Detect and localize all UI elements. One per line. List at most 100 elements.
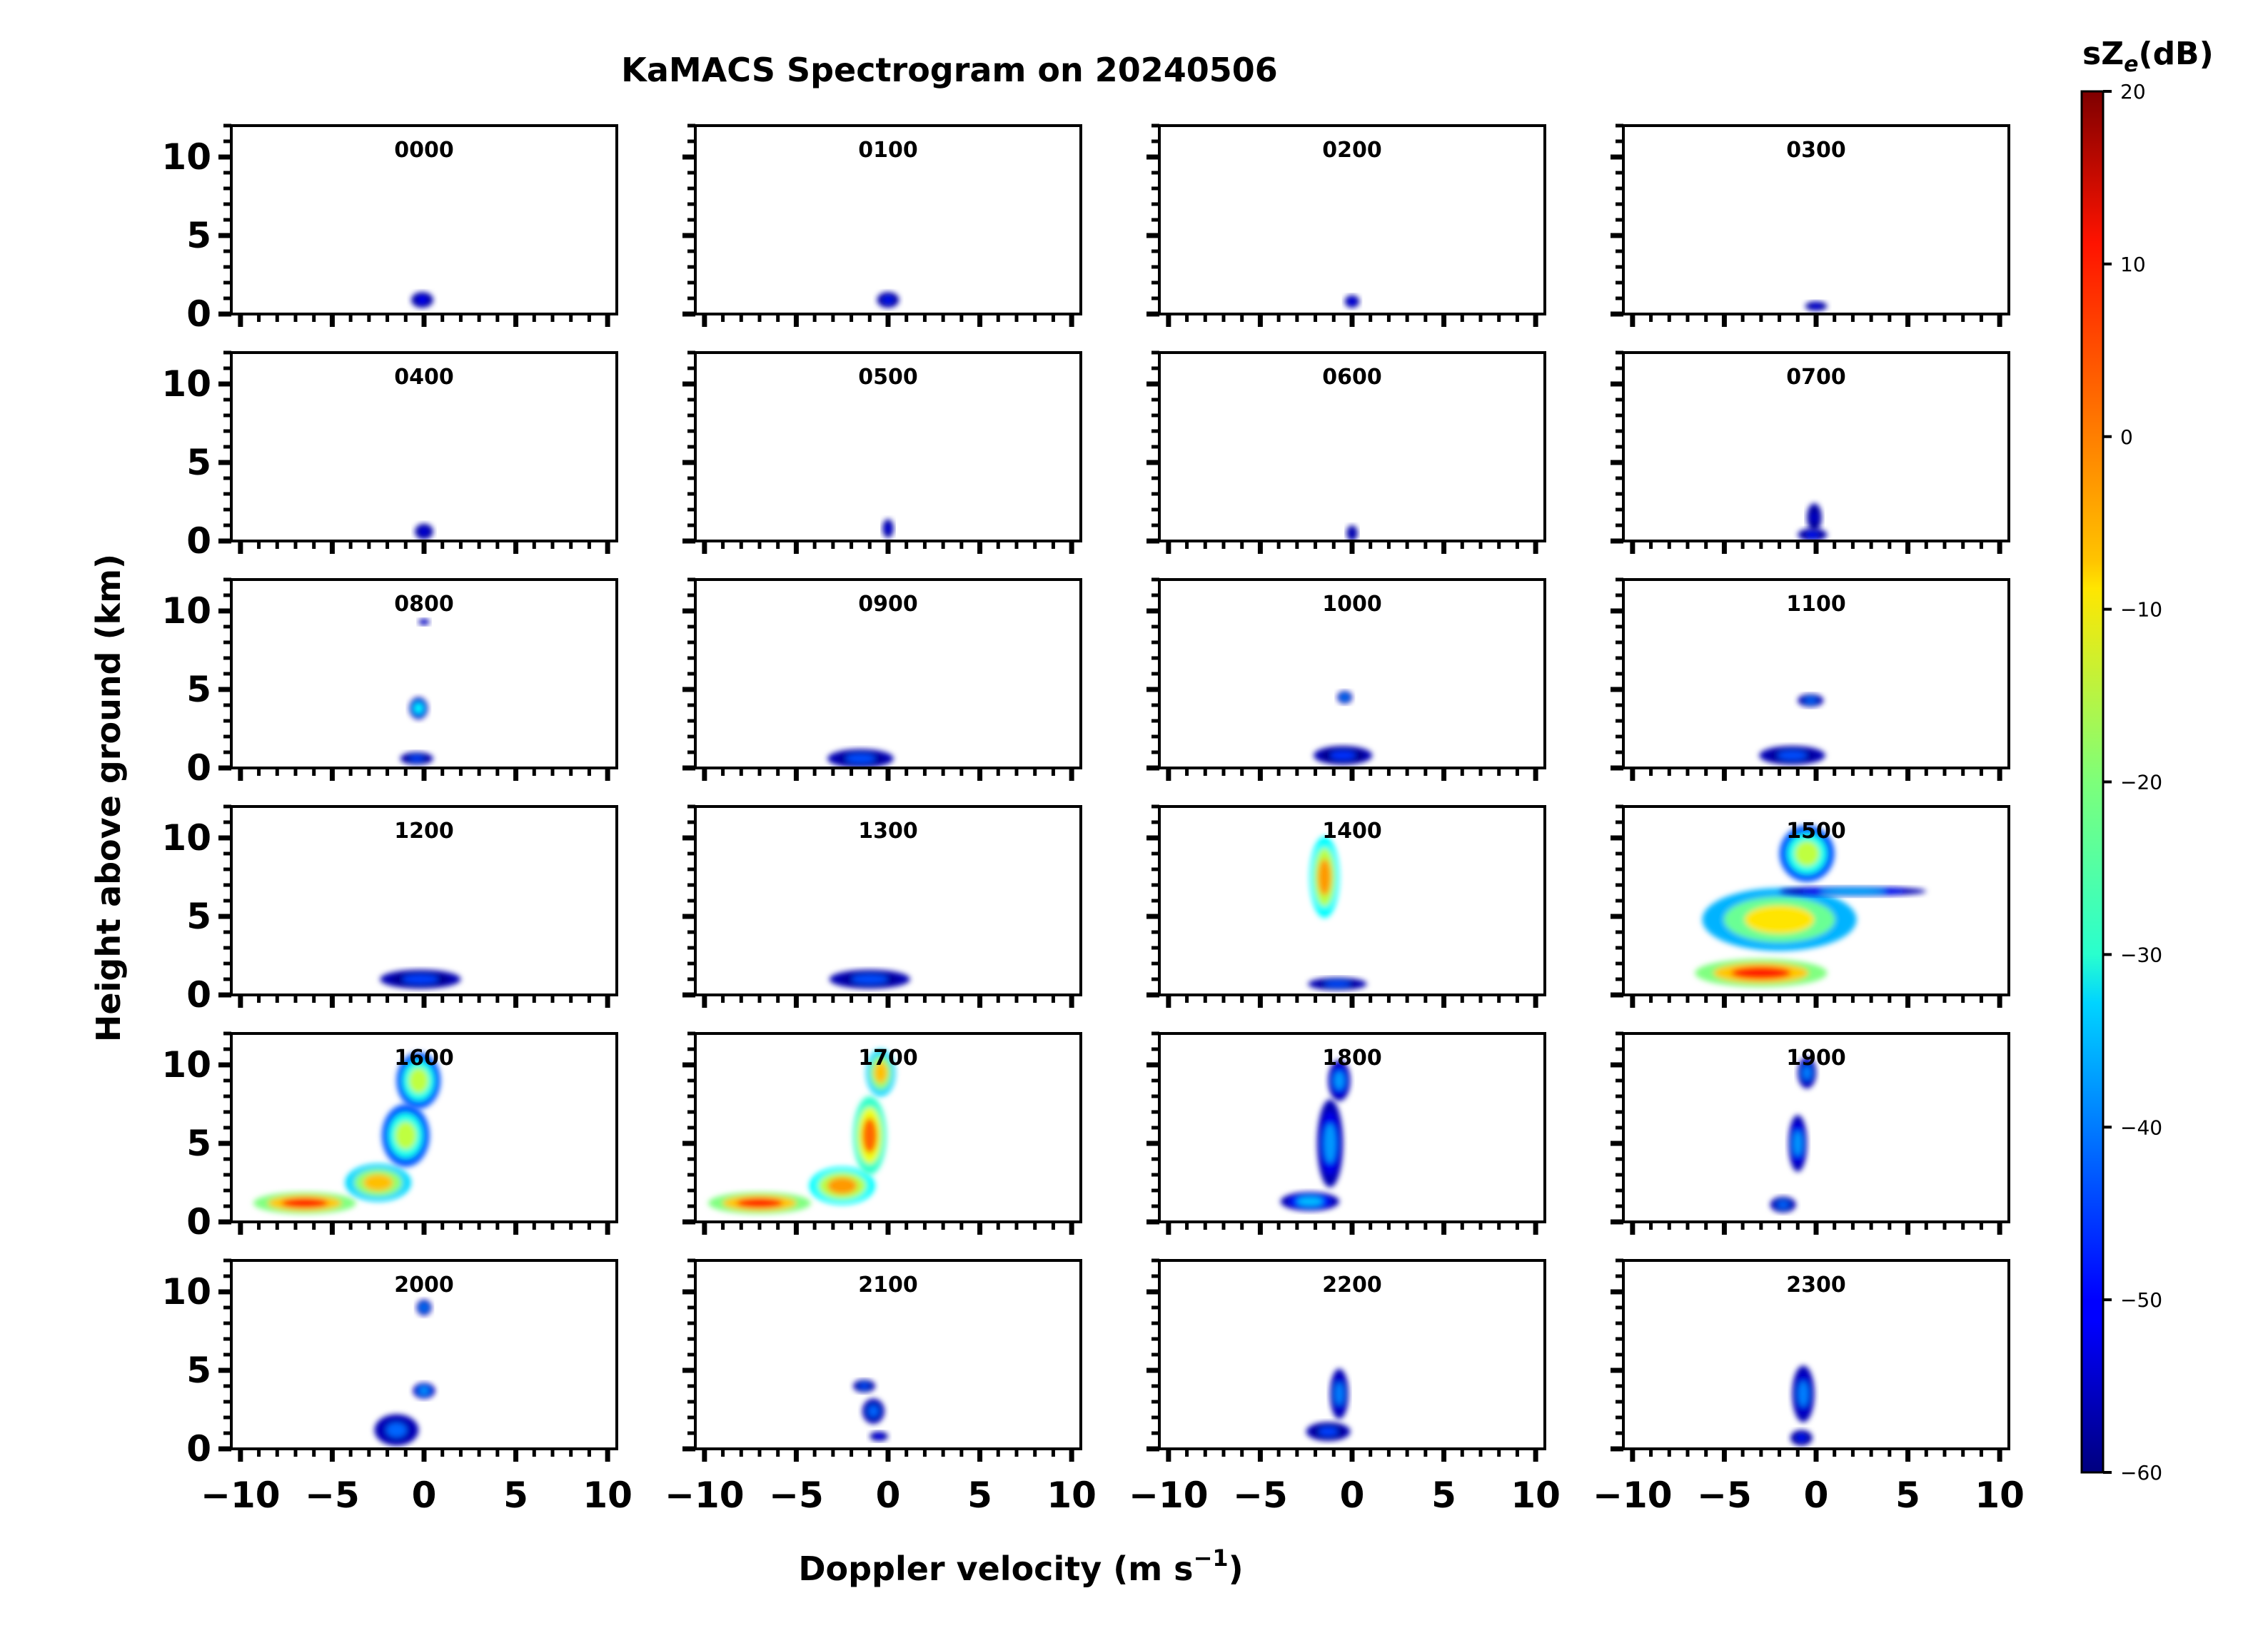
- echo-blob: [708, 1192, 811, 1214]
- echo-blob: [1798, 694, 1824, 707]
- echo-blob: [1759, 746, 1825, 765]
- echo-blob: [253, 1192, 356, 1214]
- panel-data-1400: [1308, 836, 1367, 991]
- panel-1500: 1500: [1611, 804, 2010, 1008]
- panel-time-label: 2300: [1786, 1273, 1846, 1298]
- x-tick-label: −5: [305, 1475, 360, 1516]
- panel-time-label: 1500: [1786, 819, 1846, 844]
- panel-1200: 1200 0 5 10: [161, 804, 618, 1016]
- colorbar-tick-label: −10: [2120, 598, 2162, 622]
- x-tick-label: 10: [583, 1475, 632, 1516]
- echo-blob: [827, 749, 894, 768]
- y-tick-label: 10: [161, 590, 211, 632]
- echo-blob: [882, 519, 894, 538]
- echo-blob: [1309, 836, 1339, 919]
- colorbar-tick-label: 10: [2120, 253, 2146, 276]
- echo-blob: [866, 1049, 896, 1096]
- x-tick-label: 10: [1975, 1475, 2025, 1516]
- echo-blob: [416, 1300, 432, 1315]
- colorbar-tick-label: 0: [2120, 425, 2133, 449]
- echo-blob: [1695, 959, 1828, 987]
- y-tick-label: 0: [186, 1428, 211, 1470]
- panel-1800: 1800: [1146, 1031, 1546, 1235]
- echo-blob: [1344, 295, 1360, 308]
- panel-time-label: 2000: [394, 1273, 454, 1298]
- panel-2100: 2100 −10 −5 0 5 10: [665, 1258, 1097, 1516]
- panel-1700: 1700: [682, 1031, 1082, 1235]
- panel-2000: 2000 0 5 10 −10 −5 0 5 10: [161, 1258, 632, 1516]
- panel-data-0600: [1346, 525, 1358, 541]
- echo-blob: [1337, 691, 1352, 704]
- panel-data-1900: [1770, 1057, 1816, 1213]
- echo-blob: [1779, 886, 1927, 896]
- colorbar-tick-label: −50: [2120, 1288, 2162, 1312]
- panel-1100: 1100: [1611, 577, 2010, 781]
- panel-data-2100: [853, 1380, 888, 1441]
- colorbar-tick-label: 20: [2120, 80, 2146, 103]
- echo-blob: [1788, 1115, 1808, 1172]
- x-tick-label: 10: [1047, 1475, 1097, 1516]
- echo-blob: [1779, 825, 1835, 882]
- y-tick-label: 10: [161, 363, 211, 405]
- echo-blob: [374, 1414, 419, 1446]
- panel-data-0900: [827, 749, 894, 768]
- colorbar-ticks: 20 10 0 −10 −20 −30 −40 −50 −60: [2103, 80, 2162, 1485]
- panel-time-label: 0000: [394, 138, 454, 163]
- panel-data-1200: [380, 969, 461, 989]
- panel-data-0200: [1344, 295, 1360, 308]
- echo-blob: [380, 969, 461, 989]
- colorbar-label-unit: (dB): [2138, 36, 2213, 72]
- x-tick-label: 0: [1804, 1475, 1829, 1516]
- panel-2300: 2300 −10 −5 0 5 10: [1593, 1258, 2025, 1516]
- panel-time-label: 0100: [858, 138, 918, 163]
- panel-data-0300: [1805, 301, 1828, 311]
- colorbar-label-sub: e: [2124, 52, 2138, 77]
- colorbar-scale: [2080, 90, 2105, 1474]
- echo-blob: [870, 1431, 888, 1441]
- panel-time-label: 1200: [394, 819, 454, 844]
- x-tick-label: −5: [1233, 1475, 1288, 1516]
- panel-0700: 0700: [1611, 350, 2010, 554]
- colorbar-label: sZe(dB): [2082, 36, 2214, 77]
- panel-1400: 1400: [1146, 804, 1546, 1008]
- panel-time-label: 0700: [1786, 365, 1846, 390]
- x-tick-label: −5: [769, 1475, 824, 1516]
- x-tick-label: 5: [967, 1475, 992, 1516]
- echo-blob: [809, 1167, 875, 1205]
- panel-time-label: 1700: [858, 1046, 918, 1071]
- echo-blob: [829, 969, 910, 989]
- x-axis-label: Doppler velocity (m s−1): [798, 1544, 1243, 1588]
- echo-blob: [1770, 1196, 1796, 1213]
- echo-blob: [418, 619, 430, 625]
- echo-blob: [1317, 1099, 1344, 1188]
- y-tick-label: 5: [186, 215, 211, 256]
- echo-blob: [1328, 1060, 1351, 1101]
- panel-time-label: 0500: [858, 365, 918, 390]
- panel-data-1000: [1314, 691, 1373, 765]
- panel-time-label: 0400: [394, 365, 454, 390]
- panel-data-2000: [374, 1300, 435, 1446]
- panel-time-label: 1800: [1322, 1046, 1382, 1071]
- panel-time-label: 1100: [1786, 592, 1846, 617]
- y-tick-label: 5: [186, 1350, 211, 1391]
- y-tick-label: 10: [161, 1271, 211, 1313]
- x-tick-label: 0: [1340, 1475, 1365, 1516]
- panel-data-0000: [411, 292, 433, 308]
- echo-blob: [1308, 977, 1367, 991]
- y-tick-label: 0: [186, 747, 211, 789]
- x-tick-label: 10: [1511, 1475, 1561, 1516]
- panel-time-label: 1300: [858, 819, 918, 844]
- panel-data-0500: [882, 519, 894, 538]
- panel-data-0400: [415, 523, 433, 540]
- panel-0200: 0200: [1146, 123, 1546, 327]
- x-axis-label-close: ): [1229, 1549, 1244, 1588]
- colorbar-tick-label: −40: [2120, 1116, 2162, 1139]
- panel-time-label: 2100: [858, 1273, 918, 1298]
- echo-blob: [862, 1398, 884, 1424]
- panel-data-1800: [1280, 1060, 1351, 1211]
- echo-blob: [1798, 528, 1828, 541]
- panel-time-label: 0800: [394, 592, 454, 617]
- echo-blob: [853, 1380, 875, 1392]
